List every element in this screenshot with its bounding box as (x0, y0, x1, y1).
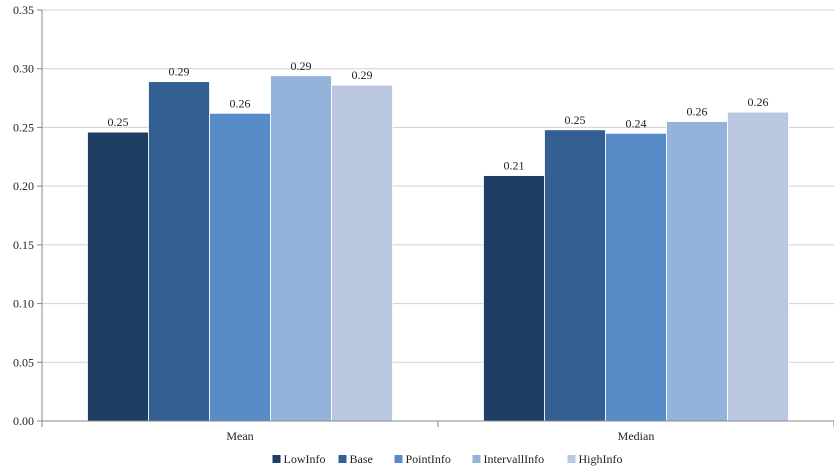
y-tick-label: 0.25 (13, 120, 34, 134)
legend: LowInfo Base PointInfo IntervallInfo HighInf… (272, 452, 623, 466)
bar (270, 75, 332, 422)
y-tick-label: 0.35 (13, 3, 34, 17)
legend-label: HighInfo (579, 452, 623, 466)
legend-label: LowInfo (284, 452, 326, 466)
data-label: 0.29 (291, 59, 312, 73)
data-label: 0.26 (748, 95, 769, 109)
legend-swatch (338, 455, 347, 463)
bar (605, 132, 667, 422)
category-labels: Mean Median (226, 429, 654, 443)
legend-label: PointInfo (406, 452, 451, 466)
legend-swatch (272, 455, 281, 463)
y-tick-label: 0.15 (13, 238, 34, 252)
y-tick-label: 0.10 (13, 297, 34, 311)
data-label: 0.25 (565, 113, 586, 127)
data-label: 0.26 (230, 96, 251, 110)
bars (87, 75, 789, 422)
data-label: 0.21 (504, 159, 525, 173)
axes (41, 10, 834, 427)
bar (209, 112, 271, 422)
data-label: 0.25 (108, 115, 129, 129)
legend-label: Base (350, 452, 373, 466)
legend-label: IntervallInfo (484, 452, 545, 466)
data-label: 0.29 (169, 65, 190, 79)
y-tick-label: 0.00 (13, 414, 34, 428)
y-tick-label: 0.05 (13, 355, 34, 369)
data-label: 0.26 (687, 105, 708, 119)
bar (148, 81, 210, 422)
data-labels: 0.25 0.29 0.26 0.29 0.29 0.21 0.25 0.24 0.26 0.26 (108, 59, 769, 173)
bar (544, 129, 606, 422)
legend-swatch (394, 455, 403, 463)
data-label: 0.29 (352, 68, 373, 82)
bar (483, 175, 545, 422)
y-axis-ticks: 0.00 0.05 0.10 0.15 0.20 0.25 0.30 0.35 (13, 3, 42, 428)
bar (727, 111, 789, 422)
legend-swatch (472, 455, 481, 463)
bar (666, 121, 728, 422)
legend-swatch (567, 455, 576, 463)
data-label: 0.24 (626, 116, 647, 130)
bar (87, 131, 149, 422)
x-category-label: Mean (226, 429, 253, 443)
bar (331, 84, 393, 422)
y-tick-label: 0.30 (13, 62, 34, 76)
y-tick-label: 0.20 (13, 179, 34, 193)
x-category-label: Median (618, 429, 655, 443)
